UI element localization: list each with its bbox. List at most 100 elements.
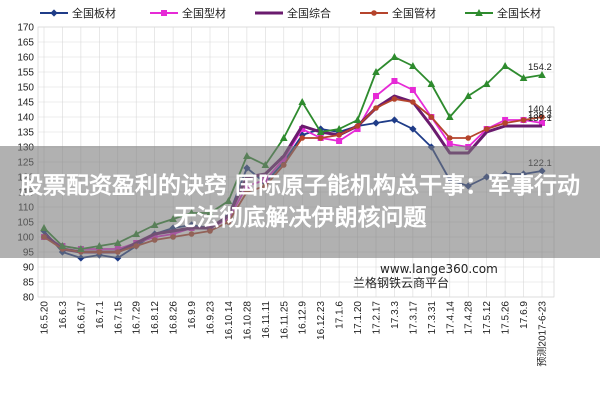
- x-tick-label: 16.11.11: [261, 301, 272, 339]
- data-point-circle: [410, 99, 416, 105]
- x-tick-label: 16.8.26: [169, 301, 180, 335]
- data-point-triangle: [501, 62, 509, 69]
- data-point-circle: [373, 105, 379, 111]
- x-tick-label: 17.2.17: [372, 301, 383, 335]
- headline-banner[interactable]: 股票配资盈利的诀窍 国际原子能机构总干事：军事行动无法彻底解决伊朗核问题: [0, 146, 600, 258]
- watermark-name: 兰格钢铁云商平台: [353, 276, 450, 290]
- data-point-triangle: [445, 113, 454, 120]
- x-tick-label: 17.5.12: [482, 301, 493, 335]
- data-point-circle: [502, 120, 508, 126]
- x-tick-label: 17.4.28: [464, 301, 475, 335]
- data-point-circle: [446, 135, 453, 141]
- x-tick-label: 16.9.9: [187, 301, 198, 329]
- data-point-circle: [391, 96, 398, 102]
- data-point-triangle: [279, 134, 288, 141]
- data-point-diamond: [372, 119, 380, 127]
- legend-label: 全国板材: [72, 6, 116, 20]
- data-point-circle: [520, 117, 527, 123]
- y-tick-label: 145: [17, 98, 34, 109]
- legend-item: 全国长材: [465, 6, 541, 20]
- data-point-triangle: [390, 53, 399, 60]
- data-point-circle: [354, 123, 361, 129]
- y-tick-label: 140: [17, 113, 34, 124]
- data-point-triangle: [316, 128, 325, 135]
- y-tick-label: 85: [23, 278, 35, 289]
- y-tick-label: 170: [17, 23, 34, 34]
- data-point-circle: [465, 135, 472, 141]
- data-point-triangle: [475, 9, 483, 16]
- data-point-circle: [539, 114, 545, 120]
- legend-label: 全国管材: [392, 6, 436, 20]
- y-tick-label: 90: [23, 263, 35, 274]
- end-value-label: 138.3: [528, 110, 552, 121]
- data-point-triangle: [538, 71, 546, 78]
- data-point-square: [409, 87, 416, 93]
- data-point-square: [161, 10, 167, 16]
- data-point-triangle: [372, 68, 380, 75]
- end-value-label: 140.4: [528, 104, 552, 115]
- data-point-circle: [428, 114, 435, 120]
- legend-item: 全国板材: [40, 6, 116, 20]
- data-point-square: [373, 93, 379, 99]
- data-point-square: [391, 78, 398, 84]
- data-point-triangle: [335, 125, 343, 132]
- x-tick-label: 17.5.26: [501, 301, 512, 335]
- data-point-square: [336, 138, 343, 144]
- y-tick-label: 80: [23, 293, 35, 304]
- x-tick-label: 17.3.31: [427, 301, 438, 335]
- x-tick-label: 16.9.23: [206, 301, 217, 335]
- x-tick-label: 16.11.25: [279, 301, 290, 340]
- legend: 全国板材 全国型材 全国综合 全国管材 全国长材: [40, 6, 541, 20]
- y-tick-label: 165: [17, 38, 34, 49]
- data-point-triangle: [482, 80, 491, 87]
- data-point-circle: [317, 135, 324, 141]
- x-tick-label: 17.3.17: [408, 301, 419, 335]
- data-point-square: [354, 126, 361, 132]
- data-point-circle: [299, 135, 306, 141]
- x-tick-label: 16.6.17: [76, 301, 87, 335]
- data-point-square: [299, 126, 306, 132]
- end-value-label: 137.1: [528, 113, 552, 124]
- x-tick-label: 17.1.20: [353, 301, 364, 335]
- y-tick-label: 135: [17, 128, 34, 139]
- data-point-diamond: [50, 9, 58, 17]
- x-tick-label: 16.10.28: [242, 301, 253, 340]
- data-point-square: [446, 141, 453, 147]
- data-point-diamond: [390, 116, 399, 124]
- end-value-label: 154.2: [528, 62, 552, 73]
- headline-text: 股票配资盈利的诀窍 国际原子能机构总干事：军事行动无法彻底解决伊朗核问题: [19, 173, 580, 231]
- x-tick-label: 17.3.3: [390, 301, 401, 329]
- data-point-circle: [371, 10, 377, 16]
- data-point-triangle: [353, 116, 362, 123]
- data-point-diamond: [409, 125, 417, 133]
- x-tick-label: 16.5.20: [40, 301, 51, 335]
- y-tick-label: 155: [17, 68, 34, 79]
- x-tick-label: 16.8.12: [150, 301, 161, 335]
- x-tick-label: 16.7.29: [132, 301, 143, 335]
- data-point-triangle: [298, 98, 307, 105]
- x-axis: 16.5.20 16.6.3 16.6.17 16.7.1 16.7.15 16.7.29…: [40, 301, 549, 367]
- data-point-circle: [483, 126, 490, 132]
- legend-item: 全国综合: [255, 6, 331, 20]
- x-tick-label: 预测2017-6-23: [536, 301, 549, 367]
- legend-label: 全国综合: [287, 6, 331, 20]
- x-tick-label: 16.12.23: [316, 301, 327, 340]
- x-tick-label: 17.6.9: [519, 301, 530, 329]
- x-tick-label: 16.12.9: [298, 301, 309, 335]
- x-tick-label: 16.10.14: [224, 301, 235, 340]
- watermark-url: www.lange360.com: [380, 262, 498, 276]
- y-tick-label: 160: [17, 53, 34, 64]
- data-point-square: [502, 117, 509, 123]
- data-point-triangle: [464, 92, 473, 99]
- x-tick-label: 16.6.3: [58, 301, 69, 329]
- legend-item: 全国管材: [360, 6, 436, 20]
- data-point-triangle: [427, 80, 436, 87]
- x-tick-label: 16.7.1: [95, 301, 106, 329]
- legend-label: 全国型材: [182, 6, 226, 20]
- legend-item: 全国型材: [150, 6, 226, 20]
- x-tick-label: 17.4.14: [445, 301, 456, 335]
- data-point-triangle: [519, 74, 528, 81]
- x-tick-label: 16.7.15: [113, 301, 124, 335]
- x-tick-label: 17.1.6: [335, 301, 346, 329]
- data-point-circle: [336, 132, 342, 138]
